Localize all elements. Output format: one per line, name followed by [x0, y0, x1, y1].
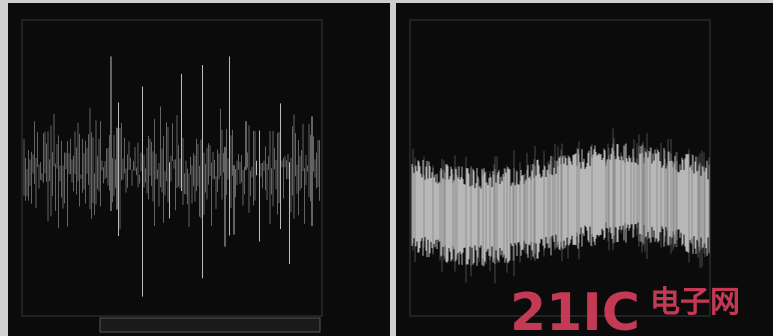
status-bar: [100, 318, 320, 332]
left-screen: [8, 3, 390, 336]
scene: 21IC 电子网: [0, 0, 773, 336]
watermark-brand: 21IC: [510, 283, 640, 336]
watermark-site: 电子网: [650, 285, 740, 320]
page: 21IC 电子网 (() => { const data = JSON.pars…: [0, 0, 773, 336]
